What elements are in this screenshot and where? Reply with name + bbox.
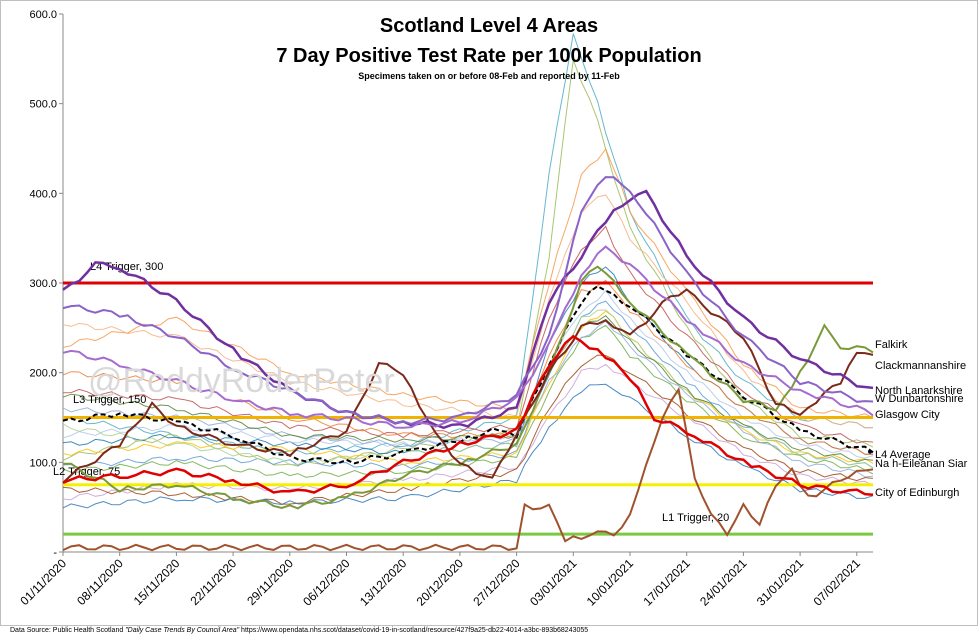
background-series-line: [62, 225, 874, 444]
series-line: [62, 285, 874, 465]
source-label: Data Source: Public Health Scotland: [10, 627, 124, 634]
background-series-line: [62, 33, 874, 455]
y-tick-label: 100.0: [29, 457, 57, 469]
watermark: @RoddyRoderPeter: [88, 362, 395, 400]
series-labels: Falkirk Clackmannanshire North Lanarkshire…: [868, 339, 968, 499]
series-label: Falkirk: [875, 339, 908, 351]
y-tick-label: 500.0: [29, 99, 57, 111]
series-label: Na h-Eileanan Siar: [875, 458, 968, 470]
background-series-line: [62, 194, 874, 429]
series-line: [62, 189, 874, 430]
background-series-line: [62, 289, 874, 459]
y-tick-label: -: [53, 547, 57, 559]
background-series-line: [62, 310, 874, 466]
chart-subtitle: 7 Day Positive Test Rate per 100k Popula…: [276, 45, 701, 67]
series-label: Clackmannanshire: [875, 360, 966, 372]
series-line: [62, 176, 874, 426]
series-line: [62, 386, 874, 552]
background-series-line: [62, 383, 874, 509]
threshold-label: L4 Trigger, 300: [90, 261, 163, 273]
source-url: https://www.opendata.nhs.scot/dataset/co…: [241, 627, 589, 634]
source-title: "Daily Case Trends By Council Area": [125, 627, 240, 634]
background-series-line: [62, 354, 874, 505]
highlighted-series: [62, 176, 874, 552]
series-label: North Lanarkshire: [875, 385, 962, 397]
y-tick-label: 600.0: [29, 9, 57, 21]
series-line: [63, 265, 874, 510]
series-label: City of Edinburgh: [875, 487, 959, 499]
background-series-line: [62, 147, 874, 419]
y-tick-label: 400.0: [29, 188, 57, 200]
background-series-line: [62, 300, 874, 470]
series-line: [62, 288, 874, 484]
threshold-label: L3 Trigger, 150: [73, 394, 146, 406]
series-label: Glasgow City: [875, 409, 940, 421]
y-tick-label: 300.0: [29, 278, 57, 290]
series-line: [62, 245, 874, 429]
series-label: W Dunbartonshire: [875, 393, 964, 405]
l4-average-endpoint: [868, 449, 872, 454]
series-line: [62, 334, 874, 496]
series-label: L4 Average: [875, 449, 930, 461]
chart-note: Specimens taken on or before 08-Feb and …: [358, 71, 620, 81]
chart-title: Scotland Level 4 Areas: [380, 15, 598, 37]
chart-border: [0, 0, 978, 626]
footer-source: Data Source: Public Health Scotland "Dai…: [10, 627, 588, 634]
y-tick-label: 200.0: [29, 368, 57, 380]
